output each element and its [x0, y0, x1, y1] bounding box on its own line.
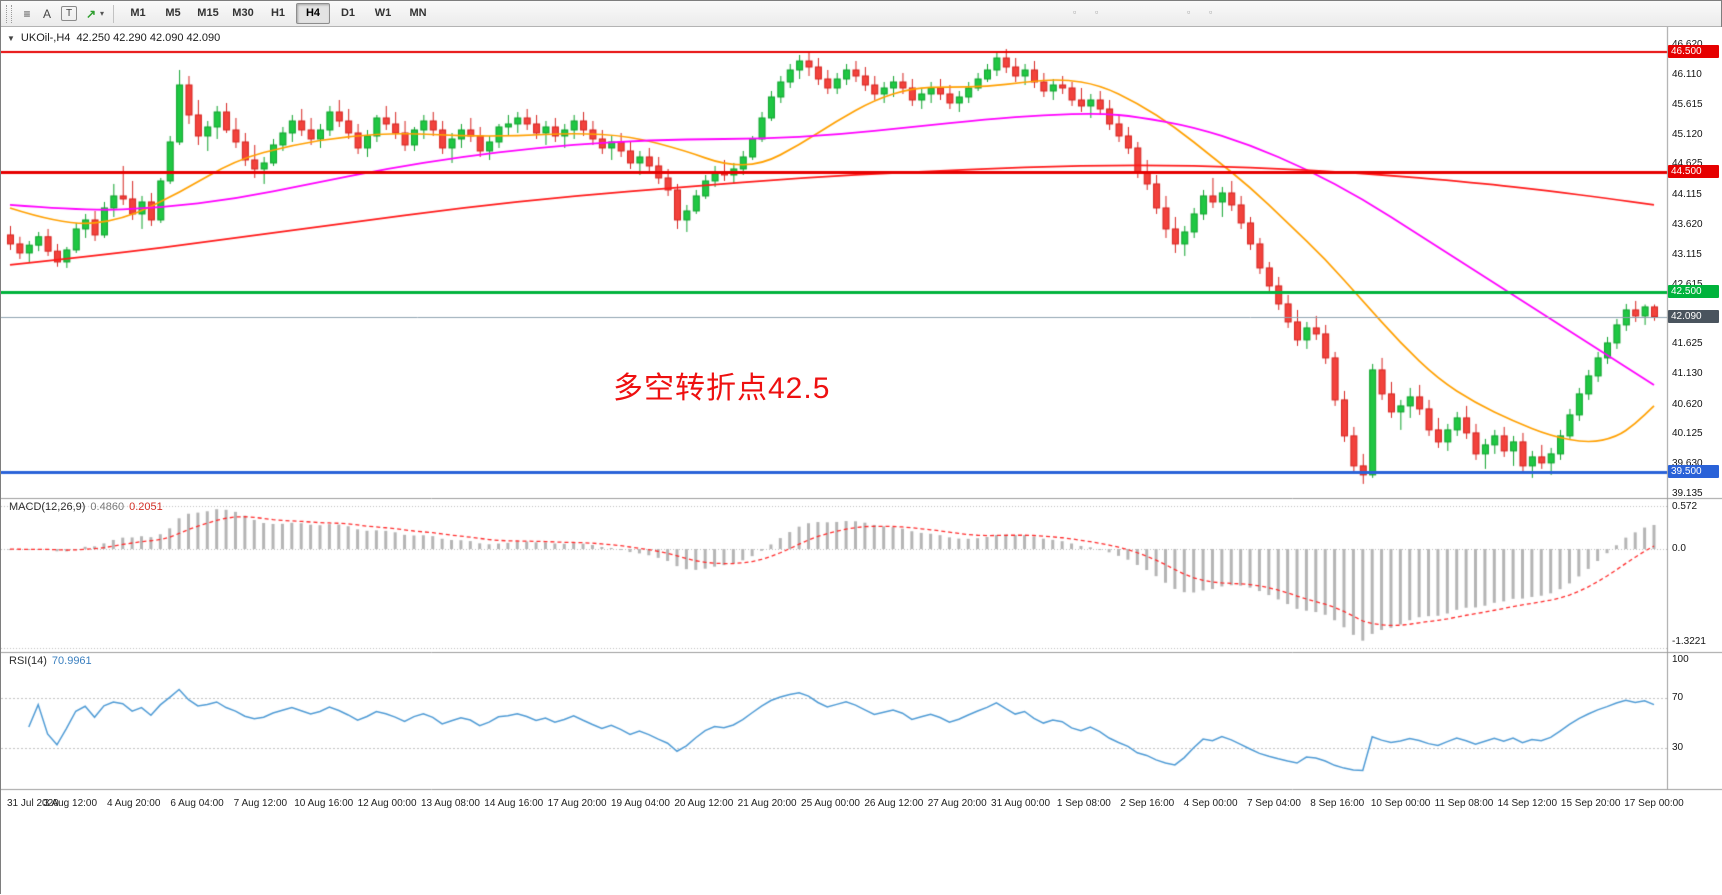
time-axis-label: 17 Sep 00:00 [1624, 798, 1684, 809]
timeframe-button-h4[interactable]: H4 [296, 3, 330, 24]
time-axis-label: 26 Aug 12:00 [864, 798, 924, 809]
chart-ohlc-values: 42.250 42.290 42.090 42.090 [76, 32, 221, 44]
time-axis-label: 13 Aug 08:00 [420, 798, 480, 809]
price-level-badge: 42.500 [1668, 285, 1719, 299]
cursor-mode-icon[interactable]: A [42, 6, 51, 21]
price-level-badge: 39.500 [1668, 465, 1719, 479]
time-axis-label: 4 Sep 00:00 [1183, 798, 1238, 809]
chart-symbol-timeframe: UKOil-,H4 [20, 32, 71, 44]
toolbar: ≡ A T ↗ ▾ M1 M5 M15 M30 H1 H4 D1 W1 MN ▫ ▫ ▫ ▫ [1, 1, 1721, 27]
toolbar-extra-icon-4[interactable]: ▫ [1209, 7, 1213, 17]
time-axis-label: 6 Aug 04:00 [170, 798, 224, 809]
time-axis-label: 14 Sep 12:00 [1497, 798, 1558, 809]
chart-canvas[interactable] [1, 27, 1722, 895]
price-axis-label: 43.620 [1672, 218, 1703, 230]
time-axis-label: 3 Aug 12:00 [43, 798, 98, 809]
chart-annotation-text[interactable]: 多空转折点42.5 [613, 372, 831, 405]
time-axis-label: 31 Aug 00:00 [991, 798, 1051, 809]
time-axis-label: 7 Aug 12:00 [233, 798, 288, 809]
rsi-axis-label: 30 [1672, 741, 1684, 753]
timeframe-button-mn[interactable]: MN [409, 7, 427, 19]
timeframe-button-m15[interactable]: M15 [197, 7, 219, 19]
price-axis-label: 46.110 [1672, 69, 1702, 81]
time-axis-label: 19 Aug 04:00 [610, 798, 670, 809]
time-axis-label: 17 Aug 20:00 [547, 798, 607, 809]
macd-axis-label: -1.3221 [1672, 636, 1706, 647]
macd-main-value: 0.4860 [90, 501, 125, 513]
price-axis-label: 40.125 [1672, 428, 1703, 440]
time-axis-label: 7 Sep 04:00 [1246, 798, 1301, 809]
time-axis-label: 11 Sep 08:00 [1434, 798, 1494, 809]
price-axis-label: 42.615 [1672, 279, 1703, 290]
rsi-label: RSI(14) 70.9961 [9, 655, 92, 667]
price-axis-label: 44.115 [1672, 189, 1702, 201]
indicators-icon[interactable]: ↗ [85, 6, 97, 21]
price-axis-label: 45.120 [1672, 128, 1703, 140]
rsi-name: RSI(14) [9, 655, 47, 667]
toolbar-extra-icon-1[interactable]: ▫ [1073, 7, 1077, 17]
time-axis-label: 31 Jul 2020 [7, 798, 59, 809]
price-axis-label: 45.615 [1672, 99, 1703, 111]
macd-axis-label: 0.572 [1672, 501, 1698, 512]
rsi-axis-label: 70 [1672, 691, 1684, 703]
time-axis-label: 12 Aug 00:00 [357, 798, 417, 809]
chart-area: ▼ UKOil-,H4 42.250 42.290 42.090 42.090 … [1, 27, 1722, 895]
macd-label: MACD(12,26,9) 0.4860 0.2051 [9, 501, 163, 513]
chart-title: ▼ UKOil-,H4 42.250 42.290 42.090 42.090 [7, 32, 220, 44]
macd-signal-value: 0.2051 [129, 501, 163, 513]
price-axis-label: 44.625 [1672, 158, 1703, 170]
price-axis-label: 40.620 [1672, 398, 1703, 410]
rsi-value: 70.9961 [51, 655, 92, 667]
toolbar-grip[interactable] [6, 4, 12, 23]
toolbar-extra-icon-2[interactable]: ▫ [1095, 7, 1099, 17]
time-axis-label: 21 Aug 20:00 [737, 798, 797, 809]
timeframe-button-d1[interactable]: D1 [340, 7, 356, 19]
chart-list-icon[interactable]: ≡ [23, 6, 31, 21]
time-axis-label: 10 Aug 16:00 [294, 798, 354, 809]
time-axis-label: 27 Aug 20:00 [927, 798, 987, 809]
timeframe-button-m1[interactable]: M1 [130, 7, 146, 19]
dropdown-chevron-icon[interactable]: ▾ [99, 9, 104, 18]
timeframe-button-m30[interactable]: M30 [232, 7, 254, 19]
macd-axis-label: 0.0 [1672, 543, 1686, 555]
price-axis-label: 39.135 [1672, 487, 1703, 499]
text-tool-icon[interactable]: T [61, 6, 77, 21]
time-axis-label: 20 Aug 12:00 [674, 798, 734, 809]
timeframe-button-w1[interactable]: W1 [374, 7, 392, 19]
timeframe-button-h1[interactable]: H1 [270, 7, 286, 19]
price-axis-label: 41.625 [1672, 338, 1703, 350]
time-axis-label: 1 Sep 08:00 [1056, 798, 1111, 809]
toolbar-extra-icon-3[interactable]: ▫ [1187, 7, 1191, 17]
toolbar-separator [113, 4, 114, 23]
timeframe-group: M1 M5 M15 M30 H1 H4 D1 W1 MN [121, 3, 435, 24]
time-axis-label: 4 Aug 20:00 [106, 798, 161, 809]
rsi-axis-label: 100 [1672, 654, 1689, 665]
price-axis-label: 46.620 [1672, 38, 1703, 50]
price-axis-label: 39.630 [1672, 458, 1703, 470]
time-axis-label: 15 Sep 20:00 [1560, 798, 1621, 809]
time-axis-label: 10 Sep 00:00 [1370, 798, 1431, 809]
time-axis-label: 14 Aug 16:00 [484, 798, 544, 809]
price-level-badge: 46.500 [1668, 45, 1719, 59]
timeframe-button-m5[interactable]: M5 [165, 7, 181, 19]
chart-collapse-arrow[interactable]: ▼ [7, 33, 15, 43]
price-level-badge: 42.090 [1668, 310, 1719, 324]
price-level-badge: 44.500 [1668, 165, 1719, 179]
time-axis-label: 2 Sep 16:00 [1120, 798, 1175, 809]
price-axis-label: 41.130 [1672, 368, 1703, 380]
macd-name: MACD(12,26,9) [9, 501, 86, 513]
time-axis-label: 25 Aug 00:00 [801, 798, 860, 809]
time-axis-label: 8 Sep 16:00 [1310, 798, 1365, 809]
price-axis-label: 43.115 [1672, 249, 1702, 261]
